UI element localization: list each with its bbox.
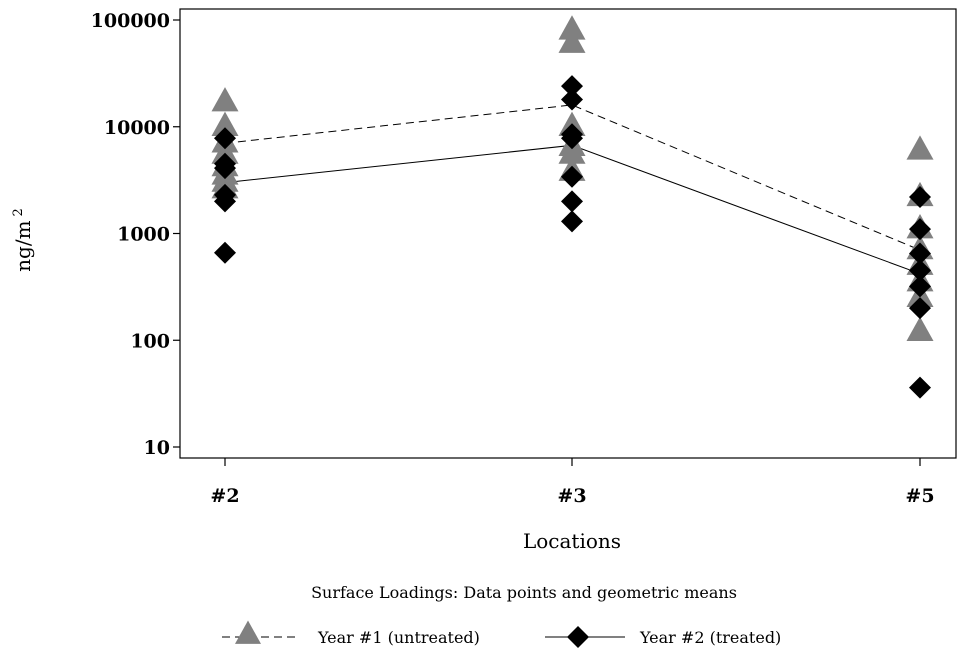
data-point-diamond <box>561 127 583 150</box>
y-tick-label: 100 <box>130 330 170 352</box>
y-axis: 10 100 1000 10000 100000 <box>91 10 180 459</box>
legend-label-year1: Year #1 (untreated) <box>317 628 480 647</box>
data-point-diamond <box>909 275 931 298</box>
data-point-diamond <box>909 242 931 265</box>
x-axis-title: Locations <box>523 529 621 553</box>
data-point-triangle <box>558 28 586 53</box>
y-tick-label: 1000 <box>117 224 170 246</box>
data-point-triangle <box>906 316 934 342</box>
data-point-diamond <box>561 210 583 233</box>
y-tick-label: 10000 <box>104 117 170 139</box>
data-markers <box>211 15 934 399</box>
data-point-triangle <box>211 87 239 112</box>
data-point-diamond <box>561 88 583 111</box>
x-axis: #2 #3 #5 <box>210 458 935 507</box>
data-point-triangle <box>906 135 934 160</box>
data-point-diamond <box>214 190 236 213</box>
legend-label-year2: Year #2 (treated) <box>639 628 781 647</box>
y-tick-label: 100000 <box>91 10 170 32</box>
x-tick-label: #5 <box>905 485 934 507</box>
data-point-diamond <box>909 185 931 208</box>
data-point-diamond <box>561 190 583 213</box>
legend-diamond-icon <box>567 626 589 648</box>
legend: Year #1 (untreated) Year #2 (treated) <box>222 620 781 648</box>
data-point-triangle <box>211 111 239 136</box>
data-point-diamond <box>909 259 931 282</box>
data-point-triangle <box>211 139 239 164</box>
y-axis-title-superscript: 2 <box>11 208 26 216</box>
data-point-diamond <box>909 297 931 320</box>
legend-triangle-icon <box>235 620 261 644</box>
x-tick-label: #3 <box>557 485 586 507</box>
data-point-diamond <box>214 241 236 264</box>
data-point-diamond <box>214 157 236 180</box>
data-point-diamond <box>909 218 931 241</box>
y-tick-label: 10 <box>144 437 170 459</box>
data-point-diamond <box>909 376 931 399</box>
data-point-diamond <box>214 127 236 150</box>
x-tick-label: #2 <box>210 485 239 507</box>
data-point-diamond <box>561 165 583 188</box>
y-axis-title: ng/m 2 <box>11 208 35 272</box>
data-point-diamond <box>561 75 583 98</box>
chart-caption: Surface Loadings: Data points and geomet… <box>311 583 737 602</box>
data-point-triangle <box>558 139 586 164</box>
data-point-triangle <box>558 15 586 40</box>
y-axis-title-main: ng/m <box>11 220 35 271</box>
plot-frame <box>179 8 957 459</box>
mean-line-year1 <box>224 104 921 251</box>
svg-text:ng/m2: ng/m 2 <box>11 208 35 272</box>
